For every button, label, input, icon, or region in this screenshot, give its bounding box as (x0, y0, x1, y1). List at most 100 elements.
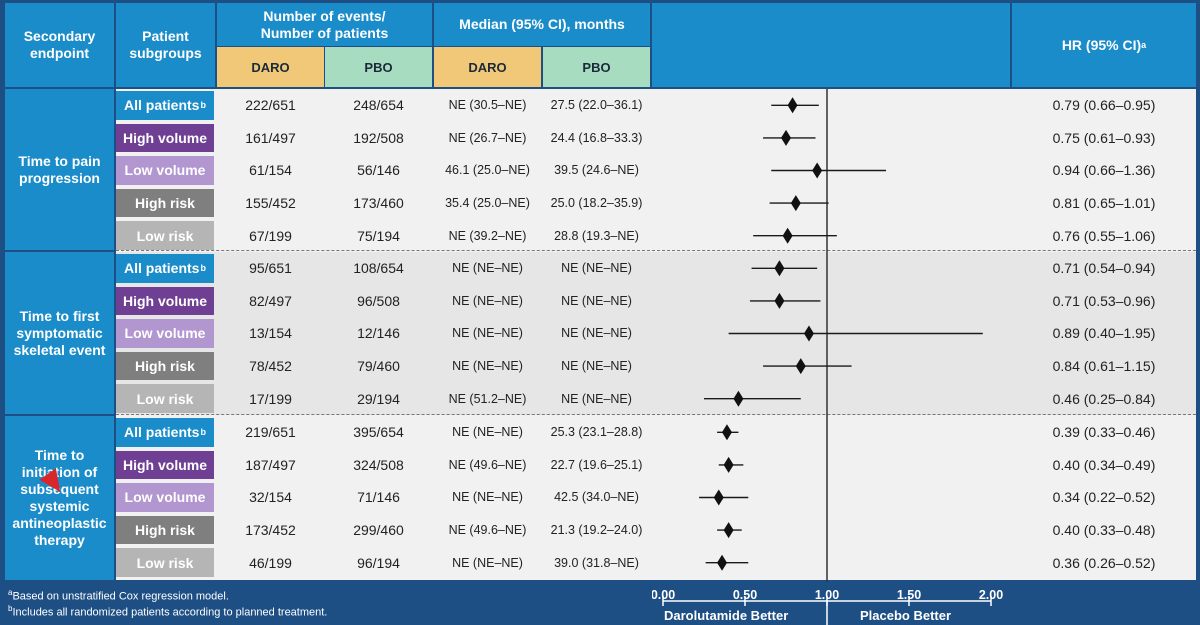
daro-median-cell: NE (49.6–NE) (448, 523, 527, 538)
subgroup-label: High risk (116, 351, 214, 381)
footnote-a-text: Based on unstratified Cox regression mod… (12, 590, 229, 603)
pbo-median-cell: 42.5 (34.0–NE) (554, 490, 639, 505)
hr-value-cell: 0.39 (0.33–0.46) (1052, 424, 1156, 441)
subgroup-label-text: Low risk (136, 390, 194, 407)
subgroup-label: High volume (116, 286, 214, 316)
pbo-events-cell: 395/654 (353, 424, 404, 441)
hr-point (723, 456, 734, 473)
subgroup-footnote: b (200, 427, 206, 438)
daro-events-cell: 13/154 (249, 325, 292, 342)
hr-point (717, 554, 728, 571)
subgroup-label: Low risk (116, 221, 214, 250)
pbo-events-cell: 324/508 (353, 456, 404, 473)
pbo-median-cell: 24.4 (16.8–33.3) (550, 130, 643, 145)
daro-median-cell: NE (51.2–NE) (448, 391, 527, 406)
daro-median-cell: NE (NE–NE) (452, 326, 523, 341)
subgroup-label: All patients b (116, 91, 214, 120)
x-tick-label: 1.50 (897, 588, 921, 602)
median-header: Median (95% CI), months (434, 3, 650, 46)
hr-value-cell: 0.34 (0.22–0.52) (1052, 489, 1156, 506)
daro-median-cell: NE (NE–NE) (452, 359, 523, 374)
section-divider (116, 414, 1196, 415)
pbo-median-cell: 39.0 (31.8–NE) (554, 555, 639, 570)
daro-median-cell: NE (26.7–NE) (448, 130, 527, 145)
x-tick-label: 2.00 (979, 588, 1003, 602)
subgroup-label-text: High volume (122, 456, 207, 473)
subgroup-label-text: High risk (135, 195, 195, 212)
hr-value-cell: 0.40 (0.34–0.49) (1052, 456, 1156, 473)
pbo-events-cell: 192/508 (353, 129, 404, 146)
pbo-median-cell: 21.3 (19.2–24.0) (550, 523, 643, 538)
pbo-median-cell: 39.5 (24.6–NE) (554, 163, 639, 178)
pbo-median-cell: NE (NE–NE) (561, 391, 632, 406)
subgroup-label-text: Low volume (124, 162, 206, 179)
hr-point (790, 195, 801, 212)
placebo-better-label: Placebo Better (860, 608, 952, 623)
daro-events-cell: 161/497 (245, 129, 296, 146)
subgroup-label-text: Low risk (136, 227, 194, 244)
footnote-b: bIncludes all randomized patients accord… (8, 604, 327, 619)
pbo-median-cell: 22.7 (19.6–25.1) (550, 457, 643, 472)
pbo-events-cell: 248/654 (353, 97, 404, 114)
daro-events-cell: 61/154 (249, 162, 292, 179)
endpoint-label: Time to initiation of subsequent systemi… (5, 416, 114, 580)
daro-median-cell: NE (NE–NE) (452, 490, 523, 505)
hr-header: HR (95% CI) a (1012, 3, 1196, 87)
pbo-events-cell: 75/194 (357, 227, 400, 244)
subgroup-label: Low risk (116, 548, 214, 577)
daro-events-cell: 187/497 (245, 456, 296, 473)
x-tick-label: 0.00 (652, 588, 675, 602)
events-header: Number of events/ Number of patients (217, 3, 432, 46)
darolutamide-better-label: Darolutamide Better (664, 608, 789, 623)
hr-point (721, 424, 732, 441)
hr-value-cell: 0.71 (0.53–0.96) (1052, 292, 1156, 309)
daro-events-cell: 82/497 (249, 292, 292, 309)
pbo-median-cell: 27.5 (22.0–36.1) (550, 98, 643, 113)
hr-point (713, 489, 724, 506)
hr-point (787, 97, 798, 114)
daro-median-cell: 35.4 (25.0–NE) (445, 196, 530, 211)
section-2-shade (116, 252, 1196, 415)
subgroup-label: Low volume (116, 156, 214, 185)
daro-median-cell: NE (NE–NE) (452, 293, 523, 308)
endpoint-label: Time to first symptomatic skeletal event (5, 252, 114, 414)
hr-point (795, 358, 806, 375)
subgroup-label: All patients b (116, 254, 214, 283)
hr-point (733, 390, 744, 407)
footnote-b-mark: b (8, 604, 13, 613)
daro-median-cell: NE (NE–NE) (452, 261, 523, 276)
subgroup-footnote: b (200, 100, 206, 111)
pbo-median-cell: NE (NE–NE) (561, 326, 632, 341)
x-tick-label: 1.00 (815, 588, 839, 602)
pbo-events-cell: 56/146 (357, 162, 400, 179)
secondary-endpoint-header: Secondary endpoint (5, 3, 114, 87)
subgroup-label: All patients b (116, 418, 214, 447)
hr-point (774, 292, 785, 309)
pbo-events-cell: 29/194 (357, 390, 400, 407)
daro-median-cell: NE (30.5–NE) (448, 98, 527, 113)
subgroup-label: High risk (116, 188, 214, 218)
pbo-events-cell: 12/146 (357, 325, 400, 342)
daro-median-subheader: DARO (434, 47, 541, 87)
subgroup-label: Low volume (116, 319, 214, 348)
hr-value-cell: 0.46 (0.25–0.84) (1052, 390, 1156, 407)
hr-point (781, 129, 791, 146)
section-divider (116, 250, 1196, 251)
forest-plot: 0.00 0.50 1.00 1.50 2.00 (652, 89, 1003, 625)
daro-median-cell: NE (NE–NE) (452, 425, 523, 440)
daro-events-subheader: DARO (217, 47, 324, 87)
endpoint-label: Time to pain progression (5, 89, 114, 250)
pbo-events-cell: 299/460 (353, 522, 404, 539)
hr-point (774, 260, 785, 277)
subgroup-label-text: Low volume (124, 325, 206, 342)
subgroup-label-text: High volume (122, 292, 207, 309)
hr-value-cell: 0.40 (0.33–0.48) (1052, 522, 1156, 539)
subgroup-label: High volume (116, 123, 214, 153)
hr-value-cell: 0.36 (0.26–0.52) (1052, 554, 1156, 571)
pbo-median-cell: 25.0 (18.2–35.9) (550, 196, 643, 211)
footnote-a-mark: a (8, 588, 13, 597)
hr-value-cell: 0.79 (0.66–0.95) (1052, 97, 1156, 114)
hr-value-cell: 0.71 (0.54–0.94) (1052, 260, 1156, 277)
pbo-median-cell: NE (NE–NE) (561, 359, 632, 374)
hr-value-cell: 0.76 (0.55–1.06) (1052, 227, 1156, 244)
